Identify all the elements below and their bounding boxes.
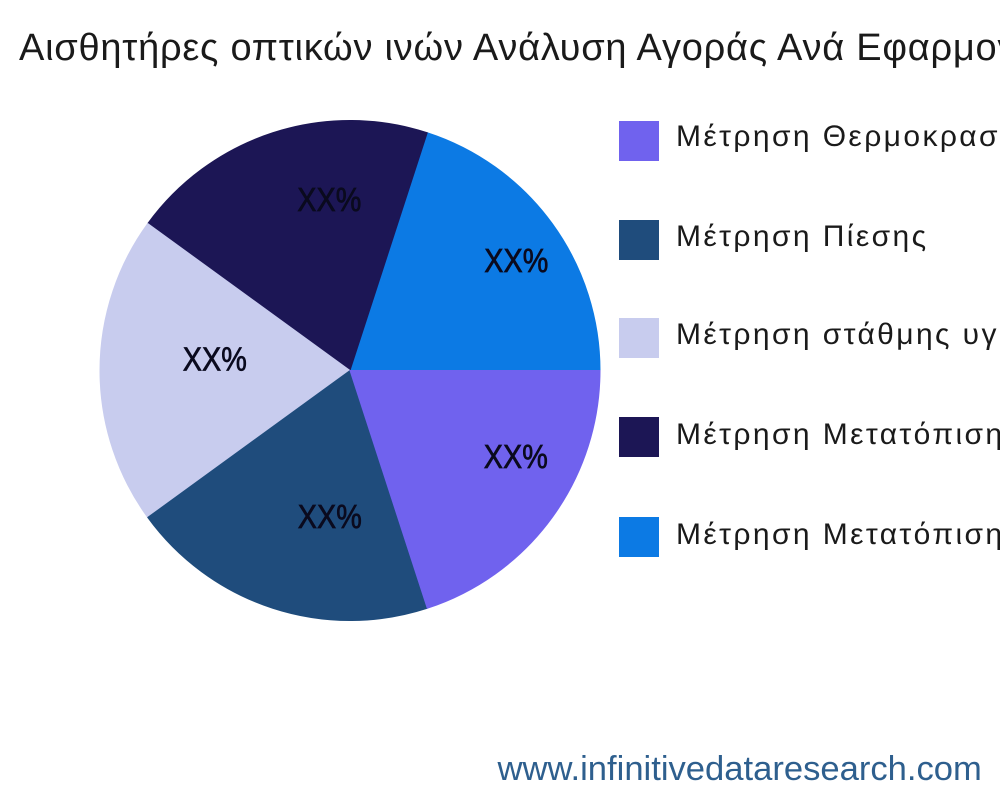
svg-text:XX%: XX% — [298, 498, 362, 535]
svg-text:XX%: XX% — [183, 340, 247, 377]
svg-text:XX%: XX% — [297, 181, 361, 218]
svg-text:XX%: XX% — [484, 438, 548, 475]
svg-text:XX%: XX% — [484, 242, 548, 279]
